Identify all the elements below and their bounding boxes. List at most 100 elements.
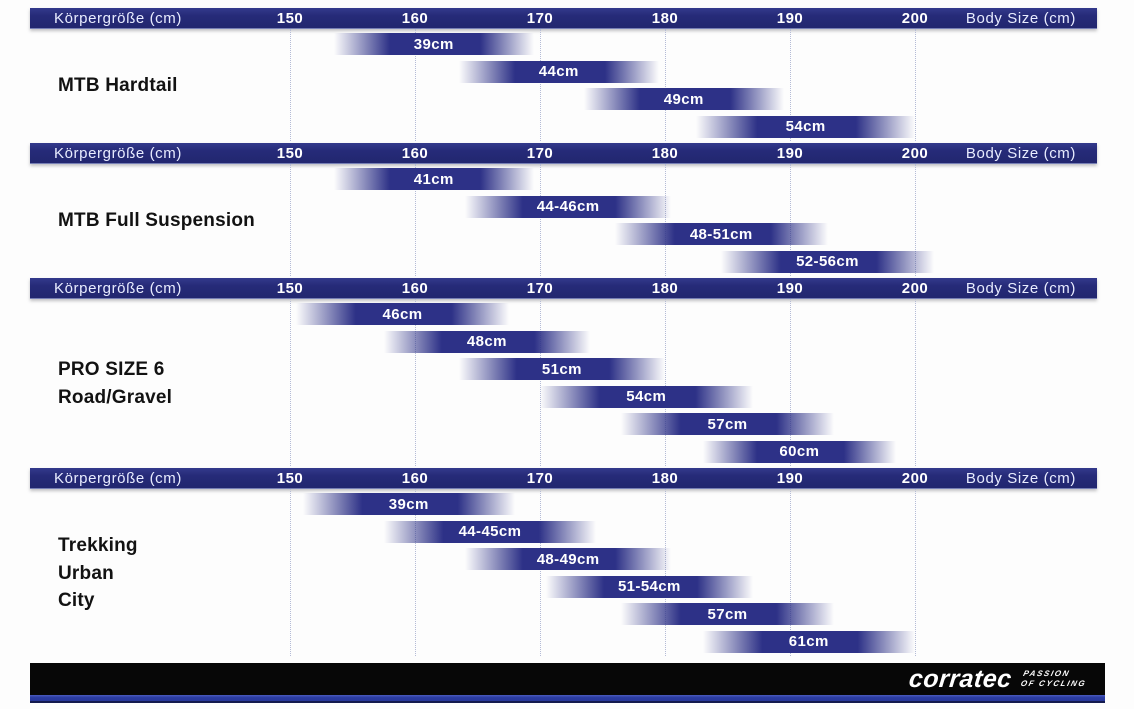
axis-tick-190: 190 xyxy=(776,10,804,27)
size-bar-label: 51-54cm xyxy=(617,578,681,595)
size-bar-mtb-hardtail-54cm: 54cm xyxy=(696,115,915,138)
axis-tick-190: 190 xyxy=(776,145,804,162)
size-bar-label: 39cm xyxy=(388,495,429,513)
size-bar-label: 44-45cm xyxy=(458,523,522,540)
gridline-170 xyxy=(540,29,541,141)
category-label-mtb-full-suspension: MTB Full Suspension xyxy=(58,164,255,278)
size-bar-label: 44-46cm xyxy=(536,198,600,215)
gridline-190 xyxy=(790,164,791,276)
axis-tick-190: 190 xyxy=(776,470,804,487)
brand-tagline-line1: PASSION xyxy=(1021,669,1071,678)
gridline-160 xyxy=(415,164,416,276)
axis-tick-160: 160 xyxy=(401,280,429,297)
gridline-200 xyxy=(915,164,916,276)
gridline-200 xyxy=(915,489,916,656)
axis-label-right: Body Size (cm) xyxy=(965,10,1076,27)
axis-tick-180: 180 xyxy=(651,10,679,27)
size-bar-pro-size-6-road-gravel-51cm: 51cm xyxy=(458,358,665,380)
section-pro-size-6-road-gravel: Körpergröße (cm) 150 160 170 180 190 200 Body S… xyxy=(30,278,1097,468)
size-bar-label: 49cm xyxy=(663,90,704,108)
section-mtb-full-suspension: Körpergröße (cm) 150 160 170 180 190 200 Body S… xyxy=(30,143,1097,278)
gridline-190 xyxy=(790,29,791,141)
axis-tick-150: 150 xyxy=(276,280,304,297)
size-bar-pro-size-6-road-gravel-48cm: 48cm xyxy=(383,330,590,353)
size-bar-pro-size-6-road-gravel-57cm: 57cm xyxy=(621,413,834,435)
category-label-line: PRO SIZE 6 xyxy=(58,359,165,380)
gridline-190 xyxy=(790,299,791,466)
size-bar-label: 54cm xyxy=(785,118,826,135)
size-bar-pro-size-6-road-gravel-60cm: 60cm xyxy=(702,440,897,463)
size-bar-mtb-hardtail-39cm: 39cm xyxy=(333,33,534,55)
axis-tick-150: 150 xyxy=(276,470,304,487)
axis-label-left: Körpergröße (cm) xyxy=(54,145,182,162)
axis-tick-180: 180 xyxy=(651,280,679,297)
axis-header: Körpergröße (cm) 150 160 170 180 190 200 Body S… xyxy=(30,278,1097,299)
axis-label-left: Körpergröße (cm) xyxy=(54,470,182,487)
axis-tick-150: 150 xyxy=(276,145,304,162)
footer-blue-band xyxy=(30,695,1105,703)
size-bar-trekking-urban-city-61cm: 61cm xyxy=(702,630,915,653)
size-bar-label: 51cm xyxy=(541,360,582,378)
size-bar-label: 46cm xyxy=(382,305,423,323)
size-bar-label: 52-56cm xyxy=(796,253,859,270)
axis-tick-200: 200 xyxy=(901,145,929,162)
size-bar-trekking-urban-city-44-45cm: 44-45cm xyxy=(383,520,597,543)
size-bar-mtb-full-suspension-41cm: 41cm xyxy=(333,168,534,190)
axis-label-left: Körpergröße (cm) xyxy=(54,280,182,297)
category-label-line: Urban xyxy=(58,562,114,584)
size-bar-trekking-urban-city-57cm: 57cm xyxy=(621,603,834,625)
size-bar-mtb-full-suspension-52-56cm: 52-56cm xyxy=(721,250,934,273)
gridline-170 xyxy=(540,299,541,466)
brand-tagline: PASSION OF CYCLING xyxy=(1019,669,1089,689)
axis-tick-200: 200 xyxy=(901,10,929,27)
axis-header: Körpergröße (cm) 150 160 170 180 190 200 Body S… xyxy=(30,8,1097,29)
axis-tick-160: 160 xyxy=(401,145,429,162)
gridline-200 xyxy=(915,299,916,466)
axis-label-right: Body Size (cm) xyxy=(965,470,1076,487)
axis-label-right: Body Size (cm) xyxy=(965,280,1076,297)
axis-label-left: Körpergröße (cm) xyxy=(54,10,182,27)
size-bar-label: 48cm xyxy=(466,333,507,350)
size-bar-mtb-hardtail-44cm: 44cm xyxy=(458,60,659,83)
axis-header: Körpergröße (cm) 150 160 170 180 190 200 Body S… xyxy=(30,143,1097,164)
axis-tick-170: 170 xyxy=(526,280,554,297)
size-bar-pro-size-6-road-gravel-46cm: 46cm xyxy=(296,303,509,325)
gridline-170 xyxy=(540,489,541,656)
gridline-190 xyxy=(790,489,791,656)
axis-tick-170: 170 xyxy=(526,145,554,162)
axis-tick-180: 180 xyxy=(651,470,679,487)
category-label-line: Trekking xyxy=(58,535,138,557)
gridline-150 xyxy=(290,29,291,141)
axis-tick-170: 170 xyxy=(526,470,554,487)
axis-tick-160: 160 xyxy=(401,10,429,27)
category-label-trekking-urban-city: Trekking Urban City xyxy=(58,489,138,658)
category-label-line: City xyxy=(58,590,95,612)
footer-bar: corratec PASSION OF CYCLING xyxy=(30,663,1105,703)
gridline-180 xyxy=(665,489,666,656)
brand-tagline-line2: OF CYCLING xyxy=(1019,679,1087,688)
size-bar-mtb-full-suspension-44-46cm: 44-46cm xyxy=(465,195,672,218)
axis-tick-160: 160 xyxy=(401,470,429,487)
gridline-170 xyxy=(540,164,541,276)
size-bar-label: 39cm xyxy=(413,35,454,53)
size-bar-label: 48-51cm xyxy=(689,225,753,243)
size-bar-mtb-hardtail-49cm: 49cm xyxy=(583,88,784,110)
size-bar-label: 61cm xyxy=(788,633,829,650)
axis-label-right: Body Size (cm) xyxy=(965,145,1076,162)
size-bar-pro-size-6-road-gravel-54cm: 54cm xyxy=(540,385,753,408)
size-bar-trekking-urban-city-39cm: 39cm xyxy=(302,493,515,515)
gridline-200 xyxy=(915,29,916,141)
size-bar-trekking-urban-city-48-49cm: 48-49cm xyxy=(465,548,672,570)
size-bar-label: 54cm xyxy=(626,388,667,405)
category-label-line: MTB Full Suspension xyxy=(58,210,255,232)
category-label-line: MTB Hardtail xyxy=(58,75,178,97)
footer-black-band: corratec PASSION OF CYCLING xyxy=(30,663,1105,695)
section-mtb-hardtail: Körpergröße (cm) 150 160 170 180 190 200 Body S… xyxy=(30,8,1097,143)
size-bar-label: 57cm xyxy=(707,415,748,433)
corratec-logo: corratec xyxy=(907,664,1014,693)
gridline-160 xyxy=(415,29,416,141)
axis-tick-200: 200 xyxy=(901,470,929,487)
gridline-160 xyxy=(415,489,416,656)
size-bar-trekking-urban-city-51-54cm: 51-54cm xyxy=(546,575,753,598)
